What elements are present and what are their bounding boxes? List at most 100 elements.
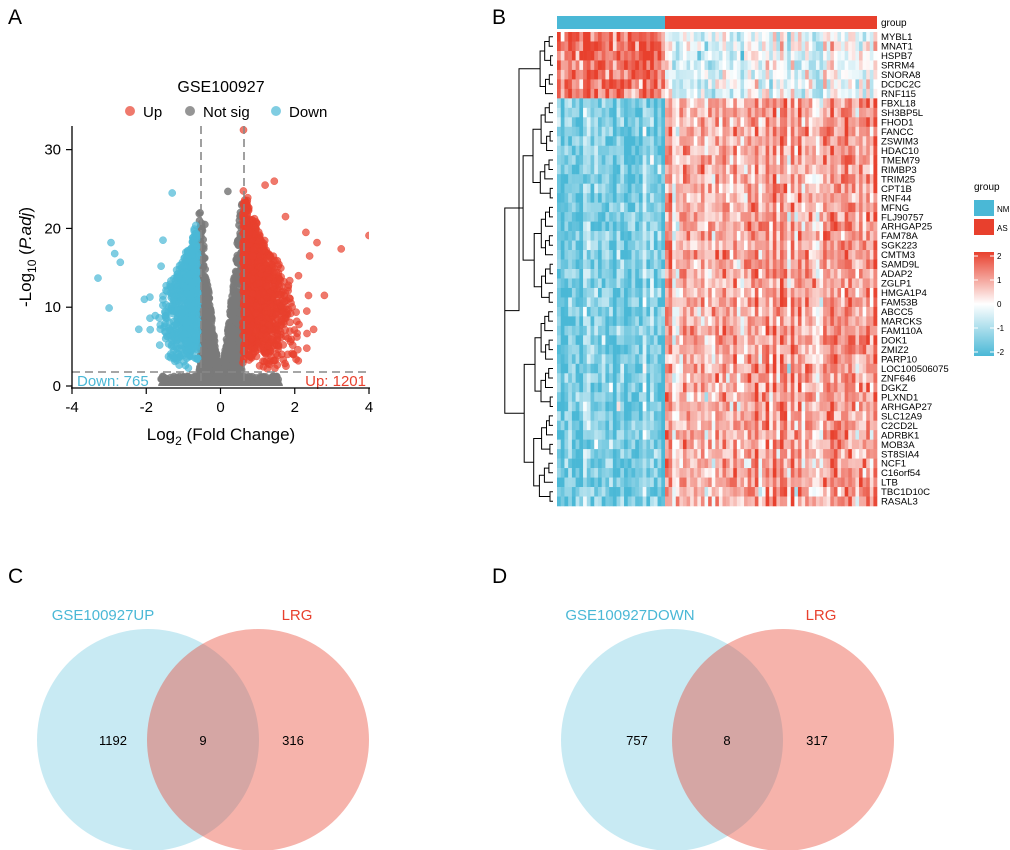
heatmap-cell — [751, 41, 756, 52]
point-notsig — [201, 220, 209, 229]
point-up — [255, 236, 264, 244]
heatmap-cell — [704, 136, 709, 147]
heatmap-cell — [620, 32, 625, 42]
heatmap-cell — [653, 117, 658, 128]
point-down — [157, 262, 165, 271]
heatmap-cell — [590, 145, 595, 156]
heatmap-cell — [823, 79, 827, 90]
heatmap-cell — [704, 41, 709, 52]
heatmap-cell — [718, 41, 723, 52]
heatmap-cell — [718, 88, 723, 99]
heatmap-cell — [620, 88, 625, 99]
heatmap-cell — [635, 117, 640, 128]
heatmap-cell — [609, 145, 614, 156]
heatmap-cell — [620, 60, 625, 71]
heatmap-cell — [722, 41, 727, 52]
point-notsig — [205, 294, 214, 302]
heatmap-cell — [557, 117, 562, 128]
y-axis-label-open: ( — [16, 249, 35, 260]
point-up — [302, 344, 311, 353]
heatmap-cell — [736, 107, 741, 118]
heatmap-cell — [686, 98, 691, 109]
heatmap-cell — [833, 107, 838, 118]
heatmap-cell — [859, 107, 863, 118]
heatmap-cell — [776, 88, 781, 99]
heatmap-cell — [819, 32, 824, 42]
point-up — [274, 290, 283, 299]
dendrogram-branch — [549, 263, 553, 275]
heatmap-cell — [826, 41, 831, 52]
heatmap-cell — [605, 41, 610, 52]
heatmap-cell — [668, 117, 673, 128]
heatmap-cell — [601, 136, 606, 147]
heatmap-cell — [826, 107, 831, 118]
heatmap-cell — [616, 41, 621, 52]
point-down — [159, 236, 167, 244]
heatmap-cell — [557, 41, 562, 52]
panel-letter-c: C — [8, 565, 23, 588]
heatmap-cell — [697, 117, 702, 128]
heatmap-cell — [744, 50, 748, 61]
heatmap-cell — [700, 79, 705, 90]
heatmap-cell — [812, 98, 817, 109]
heatmap-cell — [787, 69, 792, 80]
heatmap-cell — [855, 117, 860, 128]
heatmap-cell — [690, 107, 695, 118]
heatmap-cell — [873, 50, 878, 61]
heatmap-cell — [790, 88, 795, 99]
heatmap-cell — [642, 107, 647, 118]
heatmap-cell — [609, 79, 614, 90]
heatmap-cell — [557, 145, 562, 156]
heatmap-cell — [844, 88, 849, 99]
heatmap-cell — [869, 88, 874, 99]
heatmap-cell — [711, 126, 716, 137]
heatmap-cell — [631, 98, 636, 109]
heatmap-cell — [733, 41, 738, 52]
heatmap-cell — [711, 98, 716, 109]
heatmap-cell — [819, 107, 824, 118]
heatmap-cell — [690, 136, 695, 147]
heatmap-cell — [564, 98, 569, 109]
heatmap-cell — [772, 60, 777, 71]
heatmap-cell — [859, 126, 863, 137]
heatmap-cell — [590, 41, 595, 52]
heatmap-cell — [711, 50, 716, 61]
heatmap-cell — [708, 107, 713, 118]
heatmap-cell — [686, 126, 691, 137]
heatmap-cell — [638, 107, 643, 118]
heatmap-cell — [579, 126, 584, 137]
heatmap-cell — [823, 69, 827, 80]
heatmap-cell — [772, 69, 777, 80]
heatmap-cell — [568, 69, 573, 80]
point-notsig — [271, 373, 279, 382]
heatmap-panel: group MYBL1MNAT1HSPB7SRRM4SNORA8DCDC2CRN… — [504, 16, 1010, 508]
heatmap-cell — [776, 50, 781, 61]
heatmap-cell — [726, 41, 730, 52]
heatmap-cell — [675, 145, 680, 156]
point-up — [243, 315, 252, 324]
heatmap-cell — [772, 117, 777, 128]
dendrogram-branch — [549, 187, 553, 199]
heatmap-cell — [682, 79, 687, 90]
heatmap-cell — [653, 79, 658, 90]
heatmap-cell — [609, 117, 614, 128]
point-up — [261, 181, 269, 189]
heatmap-cell — [837, 98, 842, 109]
heatmap-cell — [797, 136, 802, 147]
heatmap-cell — [762, 41, 766, 52]
heatmap-cell — [583, 50, 588, 61]
heatmap-cell — [672, 98, 677, 109]
heatmap-cell — [704, 98, 709, 109]
heatmap-cell — [754, 136, 759, 147]
heatmap-cell — [605, 107, 610, 118]
heatmap-cell — [747, 117, 752, 128]
heatmap-cell — [583, 107, 588, 118]
heatmap-cell — [747, 88, 752, 99]
heatmap-cell — [661, 126, 666, 137]
heatmap-cell — [855, 50, 860, 61]
heatmap-cell — [765, 79, 770, 90]
heatmap-cell — [758, 32, 763, 42]
heatmap-cell — [597, 79, 602, 90]
heatmap-cell — [808, 79, 813, 90]
heatmap-cell — [616, 98, 621, 109]
